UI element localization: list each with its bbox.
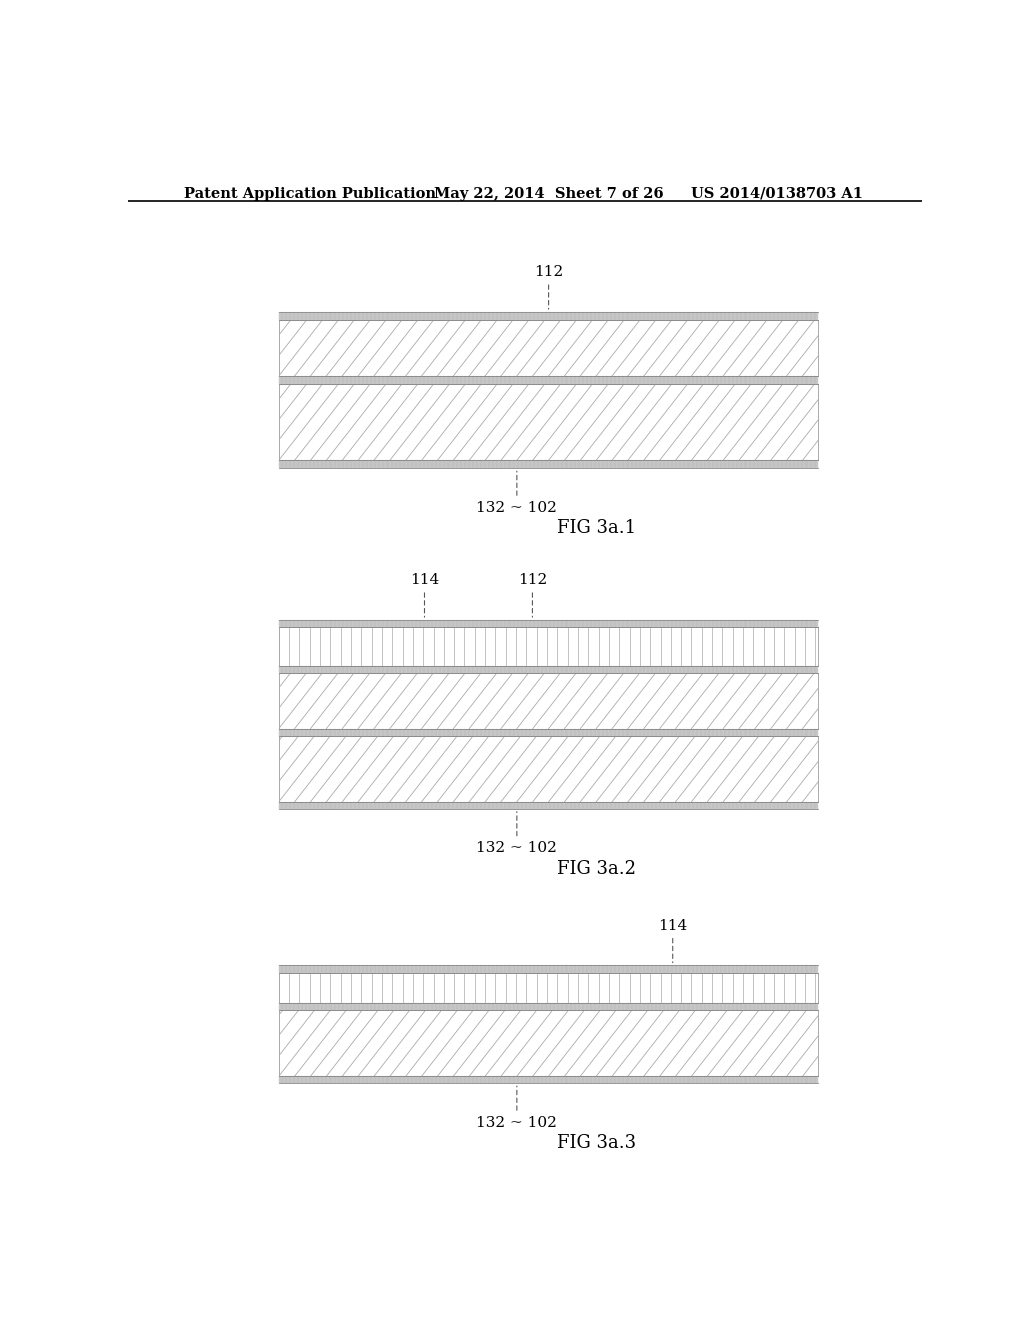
Text: 132 ~ 102: 132 ~ 102 — [476, 812, 557, 855]
Bar — [279, 627, 818, 665]
Bar — [279, 376, 818, 384]
Text: Patent Application Publication: Patent Application Publication — [183, 187, 435, 201]
Text: May 22, 2014  Sheet 7 of 26: May 22, 2014 Sheet 7 of 26 — [433, 187, 664, 201]
Bar — [279, 312, 818, 319]
Text: 112: 112 — [518, 573, 547, 616]
Bar — [279, 965, 818, 973]
Bar — [279, 461, 818, 469]
Bar — [279, 801, 818, 809]
Text: FIG 3a.3: FIG 3a.3 — [557, 1134, 636, 1152]
Text: 132 ~ 102: 132 ~ 102 — [476, 1086, 557, 1130]
Bar — [279, 620, 818, 627]
Bar — [279, 729, 818, 735]
Bar — [279, 673, 818, 729]
Bar — [279, 384, 818, 461]
Bar — [279, 1076, 818, 1084]
Text: 112: 112 — [534, 265, 563, 309]
Text: 114: 114 — [410, 573, 439, 616]
Bar — [279, 1003, 818, 1010]
Text: FIG 3a.2: FIG 3a.2 — [557, 859, 636, 878]
Text: 132 ~ 102: 132 ~ 102 — [476, 471, 557, 515]
Text: FIG 3a.1: FIG 3a.1 — [557, 519, 636, 537]
Bar — [279, 665, 818, 673]
Text: US 2014/0138703 A1: US 2014/0138703 A1 — [691, 187, 863, 201]
Bar — [279, 735, 818, 801]
Text: 114: 114 — [658, 919, 687, 962]
Bar — [279, 319, 818, 376]
Bar — [279, 973, 818, 1003]
Bar — [279, 1010, 818, 1076]
